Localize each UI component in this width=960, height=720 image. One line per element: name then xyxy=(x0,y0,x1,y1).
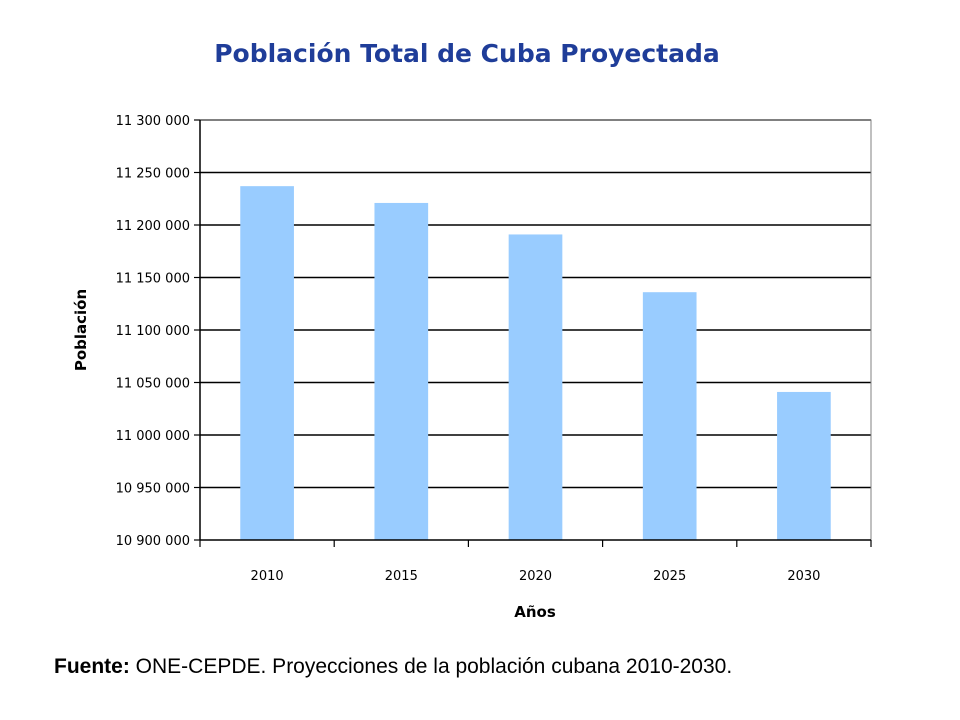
x-tick-label: 2030 xyxy=(787,569,820,584)
source-note: Fuente: ONE-CEPDE. Proyecciones de la po… xyxy=(54,655,934,679)
y-tick-label: 10 950 000 xyxy=(116,482,190,497)
y-tick-label: 11 200 000 xyxy=(116,219,190,234)
x-axis-label: Años xyxy=(514,603,556,621)
bar-2025 xyxy=(642,292,697,540)
y-tick-label: 11 300 000 xyxy=(116,114,190,129)
y-tick-label: 11 000 000 xyxy=(116,429,190,444)
x-tick-label: 2010 xyxy=(251,569,284,584)
bar-2030 xyxy=(777,391,831,540)
bar-chart: Población Total de Cuba Proyectada 10 90… xyxy=(72,39,872,621)
y-tick-label: 11 100 000 xyxy=(116,324,190,339)
y-tick-label: 11 050 000 xyxy=(116,377,190,392)
y-tick-label: 11 250 000 xyxy=(116,167,190,182)
x-tick-label: 2025 xyxy=(653,569,686,584)
y-tick-label: 11 150 000 xyxy=(116,272,190,287)
chart-title: Población Total de Cuba Proyectada xyxy=(214,39,720,68)
y-tick-label: 10 900 000 xyxy=(116,534,190,549)
x-tick-label: 2015 xyxy=(385,569,418,584)
x-tick-label: 2020 xyxy=(519,569,552,584)
bars xyxy=(240,186,831,540)
bar-2015 xyxy=(374,202,429,540)
x-axis-ticks: 2010 2015 2020 2025 2030 xyxy=(199,540,872,584)
source-label: Fuente: xyxy=(54,655,130,678)
y-axis-ticks: 10 900 000 10 950 000 11 000 000 11 050 000… xyxy=(116,114,200,549)
bar-2020 xyxy=(508,234,563,540)
bar-2010 xyxy=(240,186,294,540)
source-text: ONE-CEPDE. Proyecciones de la población … xyxy=(129,655,733,678)
y-axis-label: Población xyxy=(72,289,90,371)
